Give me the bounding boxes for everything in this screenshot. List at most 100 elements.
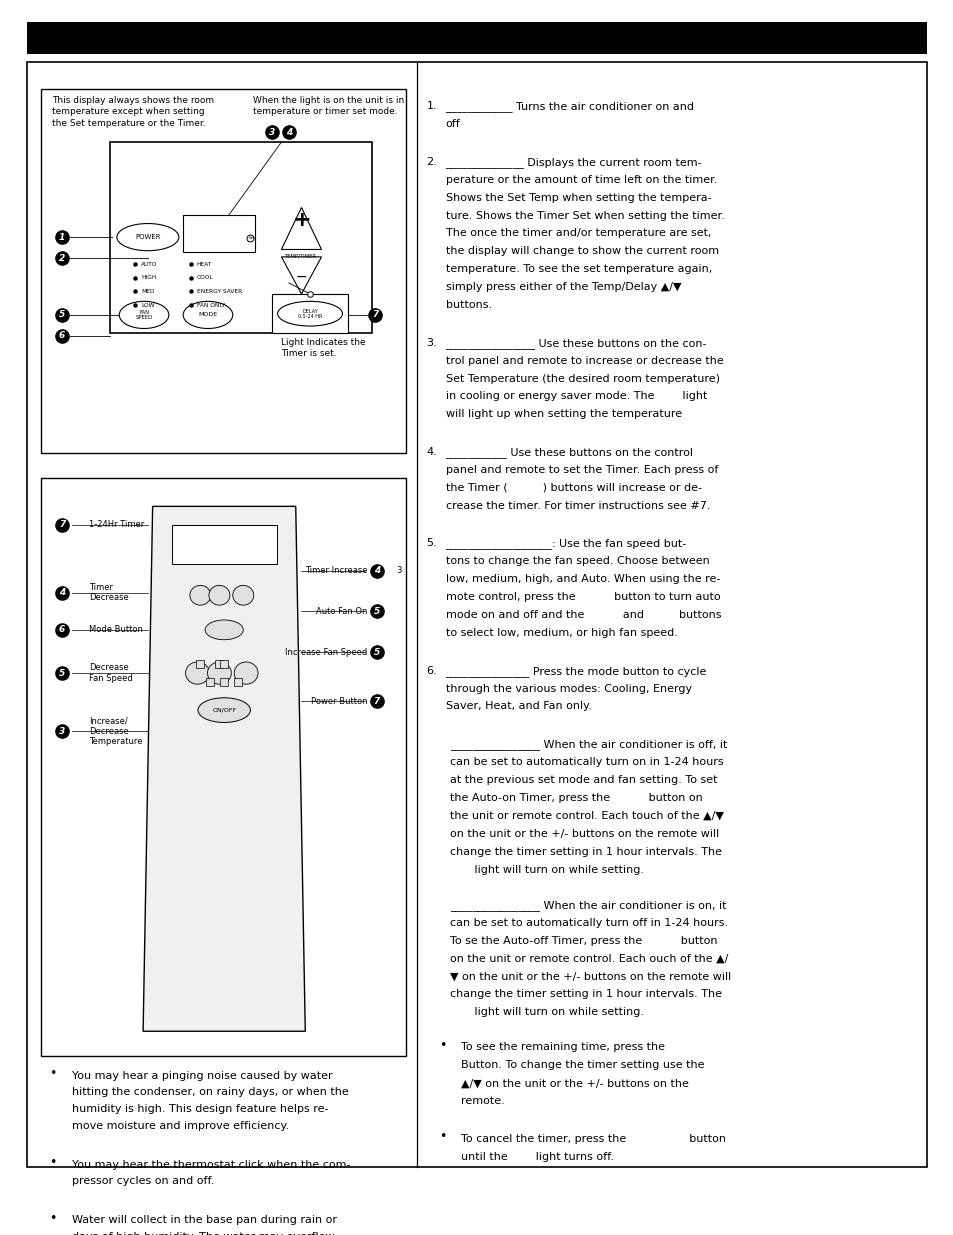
Ellipse shape — [233, 585, 253, 605]
Text: •: • — [50, 1212, 57, 1225]
Text: You may hear a pinging noise caused by water: You may hear a pinging noise caused by w… — [71, 1071, 332, 1081]
Text: LOW: LOW — [141, 303, 154, 308]
Text: POWER: POWER — [135, 235, 160, 240]
Text: The once the timer and/or temperature are set,: The once the timer and/or temperature ar… — [445, 228, 710, 238]
Ellipse shape — [209, 585, 230, 605]
Text: Auto Fan On: Auto Fan On — [315, 606, 367, 616]
Text: MED: MED — [141, 289, 154, 294]
Ellipse shape — [205, 620, 243, 640]
Text: can be set to automatically turn off in 1-24 hours.: can be set to automatically turn off in … — [450, 918, 728, 927]
Text: HEAT: HEAT — [196, 262, 212, 267]
Ellipse shape — [208, 662, 232, 684]
Text: Saver, Heat, and Fan only.: Saver, Heat, and Fan only. — [445, 701, 591, 711]
Text: 6.: 6. — [426, 666, 436, 676]
Text: buttons.: buttons. — [445, 300, 491, 310]
Text: To see the remaining time, press the: To see the remaining time, press the — [460, 1042, 664, 1052]
Text: COOL: COOL — [196, 275, 213, 280]
Text: off: off — [445, 120, 459, 130]
Text: Decrease
Fan Speed: Decrease Fan Speed — [89, 663, 132, 683]
Text: panel and remote to set the Timer. Each press of: panel and remote to set the Timer. Each … — [445, 466, 718, 475]
Text: 5: 5 — [59, 310, 65, 320]
Ellipse shape — [183, 301, 233, 329]
Text: 7: 7 — [59, 520, 65, 530]
Text: 6: 6 — [59, 331, 65, 341]
Text: MODE: MODE — [198, 312, 217, 317]
Text: mode on and off and the           and          buttons: mode on and off and the and buttons — [445, 610, 720, 620]
Ellipse shape — [233, 662, 257, 684]
Text: ___________ Use these buttons on the control: ___________ Use these buttons on the con… — [445, 447, 693, 458]
Ellipse shape — [116, 224, 178, 251]
Text: move moisture and improve efficiency.: move moisture and improve efficiency. — [71, 1121, 289, 1131]
Text: Water will collect in the base pan during rain or: Water will collect in the base pan durin… — [71, 1215, 336, 1225]
Text: 4: 4 — [59, 588, 65, 598]
Ellipse shape — [190, 585, 211, 605]
FancyBboxPatch shape — [183, 215, 254, 252]
Text: trol panel and remote to increase or decrease the: trol panel and remote to increase or dec… — [445, 356, 722, 366]
Text: ________________ Use these buttons on the con-: ________________ Use these buttons on th… — [445, 338, 706, 348]
FancyBboxPatch shape — [172, 525, 276, 564]
Text: When the light is on the unit is in
temperature or timer set mode.: When the light is on the unit is in temp… — [253, 96, 404, 116]
Text: •: • — [50, 1067, 57, 1081]
Text: FAN
SPEED: FAN SPEED — [135, 310, 152, 320]
FancyBboxPatch shape — [272, 294, 348, 333]
Text: the Timer (          ) buttons will increase or de-: the Timer ( ) buttons will increase or d… — [445, 483, 700, 493]
Text: tons to change the fan speed. Choose between: tons to change the fan speed. Choose bet… — [445, 557, 708, 567]
Text: HIGH: HIGH — [141, 275, 156, 280]
Text: at the previous set mode and fan setting. To set: at the previous set mode and fan setting… — [450, 776, 717, 785]
Text: crease the timer. For timer instructions see #7.: crease the timer. For timer instructions… — [445, 501, 709, 511]
Text: change the timer setting in 1 hour intervals. The: change the timer setting in 1 hour inter… — [450, 847, 721, 857]
Text: 6: 6 — [59, 625, 65, 635]
FancyBboxPatch shape — [27, 22, 926, 54]
Text: remote.: remote. — [460, 1097, 504, 1107]
Text: to select low, medium, or high fan speed.: to select low, medium, or high fan speed… — [445, 629, 677, 638]
Text: ___________________: Use the fan speed but-: ___________________: Use the fan speed b… — [445, 538, 686, 550]
Text: Power Button: Power Button — [311, 697, 367, 706]
FancyBboxPatch shape — [41, 478, 406, 1056]
Text: 7: 7 — [372, 310, 377, 320]
Text: pressor cycles on and off.: pressor cycles on and off. — [71, 1176, 213, 1187]
Text: 4: 4 — [286, 127, 292, 137]
Text: will light up when setting the temperature: will light up when setting the temperatu… — [445, 410, 681, 420]
Text: 2.: 2. — [426, 157, 436, 167]
Text: Button. To change the timer setting use the: Button. To change the timer setting use … — [460, 1061, 703, 1071]
Text: low, medium, high, and Auto. When using the re-: low, medium, high, and Auto. When using … — [445, 574, 720, 584]
Text: can be set to automatically turn on in 1-24 hours: can be set to automatically turn on in 1… — [450, 757, 723, 767]
Text: Shows the Set Temp when setting the tempera-: Shows the Set Temp when setting the temp… — [445, 193, 710, 203]
Text: 1-24Hr Timer: 1-24Hr Timer — [89, 520, 144, 530]
Text: Timer
Decrease: Timer Decrease — [89, 583, 129, 603]
Text: 3: 3 — [395, 566, 401, 576]
Text: 7: 7 — [374, 697, 379, 706]
Text: 5: 5 — [59, 668, 65, 678]
Ellipse shape — [119, 301, 169, 329]
Text: perature or the amount of time left on the timer.: perature or the amount of time left on t… — [445, 175, 716, 185]
Ellipse shape — [198, 698, 250, 722]
Text: To cancel the timer, press the                  button: To cancel the timer, press the button — [460, 1134, 725, 1144]
Text: 5.: 5. — [426, 538, 436, 548]
Text: 1.: 1. — [426, 101, 436, 111]
FancyBboxPatch shape — [41, 89, 406, 453]
Text: +: + — [292, 210, 311, 230]
Text: 3.: 3. — [426, 338, 436, 348]
Text: ▼ on the unit or the +/- buttons on the remote will: ▼ on the unit or the +/- buttons on the … — [450, 972, 731, 982]
Text: _______________ Press the mode button to cycle: _______________ Press the mode button to… — [445, 666, 706, 677]
Text: ENERGY SAVER: ENERGY SAVER — [196, 289, 241, 294]
Text: hitting the condenser, on rainy days, or when the: hitting the condenser, on rainy days, or… — [71, 1087, 348, 1098]
Text: ture. Shows the Timer Set when setting the timer.: ture. Shows the Timer Set when setting t… — [445, 210, 723, 221]
Text: 5: 5 — [374, 606, 379, 616]
Text: Timer Increase: Timer Increase — [304, 566, 367, 576]
Text: in cooling or energy saver mode. The        light: in cooling or energy saver mode. The lig… — [445, 391, 706, 401]
Text: 5: 5 — [374, 647, 379, 657]
Text: through the various modes: Cooling, Energy: through the various modes: Cooling, Ener… — [445, 684, 691, 694]
Ellipse shape — [185, 662, 210, 684]
Text: •: • — [50, 1156, 57, 1170]
Text: DELAY
0.5-24 HR: DELAY 0.5-24 HR — [297, 309, 322, 319]
Text: change the timer setting in 1 hour intervals. The: change the timer setting in 1 hour inter… — [450, 989, 721, 999]
Text: Light Indicates the
Timer is set.: Light Indicates the Timer is set. — [281, 338, 366, 358]
FancyBboxPatch shape — [27, 62, 926, 1167]
Ellipse shape — [277, 301, 342, 326]
Text: 3: 3 — [269, 127, 274, 137]
Text: •: • — [438, 1130, 446, 1144]
Text: ▲/▼ on the unit or the +/- buttons on the: ▲/▼ on the unit or the +/- buttons on th… — [460, 1078, 688, 1088]
Text: 3: 3 — [59, 726, 65, 736]
Text: light will turn on while setting.: light will turn on while setting. — [450, 864, 643, 874]
